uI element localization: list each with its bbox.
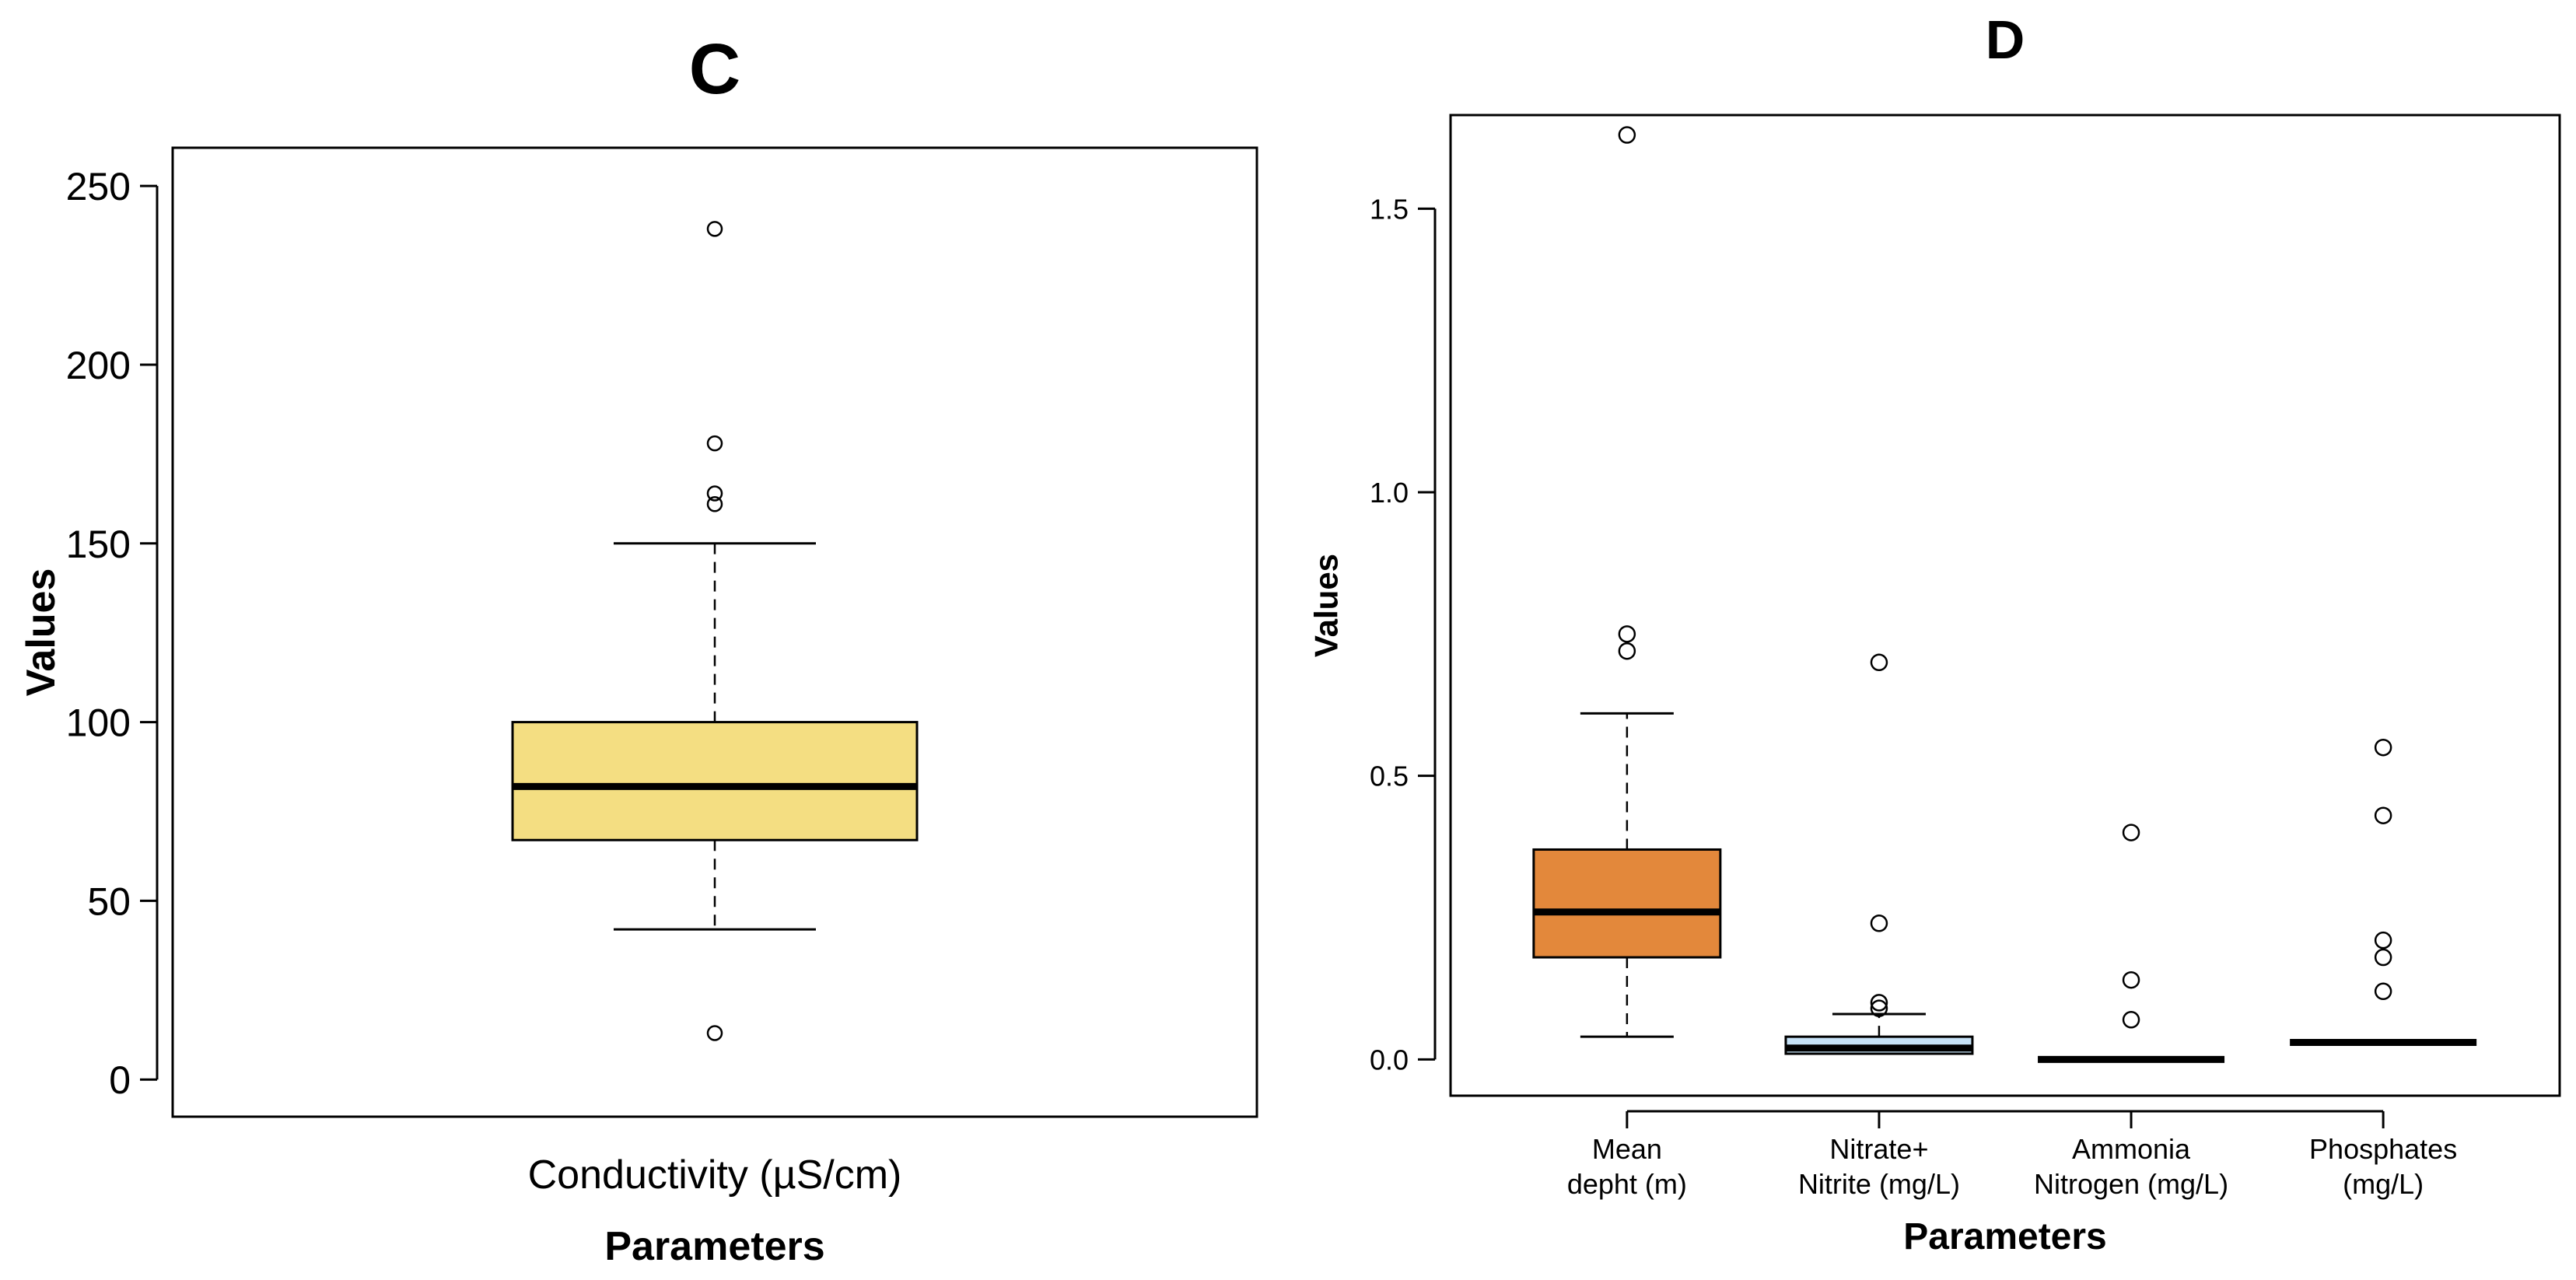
y-tick-label: 200	[66, 344, 131, 387]
y-tick-label: 150	[66, 523, 131, 566]
x-axis-title: Parameters	[1903, 1216, 2107, 1257]
y-tick-label: 1.5	[1370, 193, 1409, 225]
x-tick-label: (mg/L)	[2343, 1168, 2424, 1200]
outlier-point	[1618, 126, 1636, 144]
plot-frame	[1449, 114, 2561, 1097]
outlier-point	[2122, 970, 2140, 989]
chart-title: D	[1986, 9, 2025, 70]
x-tick-label: Nitrogen (mg/L)	[2034, 1168, 2228, 1200]
x-tick-label: Mean	[1592, 1133, 1662, 1165]
box-0: Conductivity (µS/cm)	[511, 221, 919, 1198]
x-tick-label: depht (m)	[1567, 1168, 1687, 1200]
outlier-point	[2374, 738, 2392, 757]
outlier-point	[706, 1025, 723, 1041]
y-tick-label: 100	[66, 701, 131, 745]
outlier-point	[1870, 999, 1888, 1017]
outlier-point	[2122, 1011, 2140, 1029]
outlier-point	[1618, 625, 1636, 643]
box-iqr	[511, 721, 919, 841]
x-axis-title: Parameters	[604, 1224, 824, 1269]
y-tick-label: 250	[66, 165, 131, 208]
box-3: Phosphates(mg/L)	[2290, 738, 2477, 1200]
box-1: Nitrate+Nitrite (mg/L)	[1784, 653, 1974, 1200]
panel-c: C 0 50 100 150 200 250 Values Parameters Conducti…	[19, 30, 1258, 1269]
outlier-point	[706, 221, 723, 237]
box-iqr	[1532, 848, 1722, 959]
y-axis-title: Values	[19, 568, 64, 697]
outlier-point	[2374, 806, 2392, 824]
plot-frame	[171, 146, 1258, 1118]
outlier-point	[2374, 931, 2392, 950]
outlier-point	[1870, 994, 1888, 1012]
x-tick-label: Ammonia	[2072, 1133, 2191, 1165]
y-tick-label: 1.0	[1370, 477, 1409, 509]
outlier-point	[706, 485, 723, 502]
y-tick-label: 0.5	[1370, 761, 1409, 792]
y-tick-label: 0	[109, 1058, 131, 1102]
outlier-point	[2122, 824, 2140, 841]
chart-title: C	[689, 30, 740, 109]
outlier-point	[2374, 982, 2392, 1001]
outlier-point	[706, 495, 723, 512]
outlier-point	[706, 435, 723, 452]
outlier-point	[2374, 948, 2392, 967]
y-axis-title: Values	[1308, 554, 1345, 657]
y-tick-label: 50	[87, 880, 131, 923]
x-tick-label: Nitrite (mg/L)	[1798, 1168, 1960, 1200]
outlier-point	[1618, 642, 1636, 660]
x-tick-label: Phosphates	[2309, 1133, 2457, 1165]
x-tick-label: Nitrate+	[1829, 1133, 1928, 1165]
outlier-point	[1870, 653, 1888, 672]
outlier-point	[1870, 915, 1888, 932]
y-tick-label: 0.0	[1370, 1044, 1409, 1075]
x-tick-label: Conductivity (µS/cm)	[528, 1152, 902, 1198]
